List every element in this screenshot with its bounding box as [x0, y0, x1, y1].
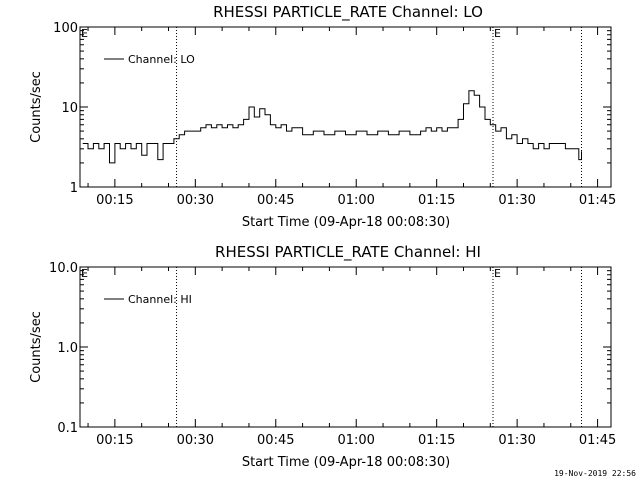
- y-tick-label: 1: [70, 181, 78, 196]
- x-tick-label: 01:15: [418, 433, 455, 448]
- y-tick-label: 10: [61, 101, 78, 116]
- panel-lo-frame: [79, 26, 612, 188]
- panel-lo-legend: Channel: LO: [104, 53, 195, 66]
- panel-lo-x-ticks: 00:15 00:30 00:45 01:00 01:15 01:30 01:45: [87, 27, 616, 208]
- event-marker-label: E: [81, 27, 88, 40]
- x-tick-label: 01:30: [498, 433, 535, 448]
- event-marker-label: E: [494, 27, 501, 40]
- panel-hi-y-ticks: 0.1 1.0 10.0: [49, 261, 611, 436]
- x-tick-label: 00:15: [96, 193, 133, 208]
- panel-hi-title: RHESSI PARTICLE_RATE Channel: HI: [215, 243, 481, 262]
- x-tick-label: 01:45: [579, 433, 616, 448]
- x-tick-label: 01:00: [337, 193, 374, 208]
- event-marker-label: E: [81, 267, 88, 280]
- y-tick-label: 10.0: [49, 261, 78, 276]
- panel-lo-y-ticks: 1 10 100: [53, 21, 611, 196]
- y-tick-label: 0.1: [57, 421, 78, 436]
- x-tick-label: 01:45: [579, 193, 616, 208]
- panel-lo-ylabel: Counts/sec: [29, 71, 44, 143]
- x-tick-label: 01:00: [337, 433, 374, 448]
- series-line-lo: [82, 90, 582, 164]
- panel-hi-ylabel: Counts/sec: [29, 311, 44, 383]
- panel-hi-legend: Channel: HI: [104, 293, 192, 306]
- x-tick-label: 01:15: [418, 193, 455, 208]
- footer-timestamp: 19-Nov-2019 22:56: [554, 469, 636, 478]
- legend-hi-label: Channel: HI: [128, 293, 192, 306]
- event-marker-label: E: [494, 267, 501, 280]
- x-tick-label: 00:45: [257, 433, 294, 448]
- panel-hi-x-ticks: 00:15 00:30 00:45 01:00 01:15 01:30 01:45: [87, 267, 616, 448]
- panel-lo-series: [82, 90, 582, 164]
- y-tick-label: 100: [53, 21, 78, 36]
- panel-hi-xlabel: Start Time (09-Apr-18 00:08:30): [242, 455, 450, 470]
- x-tick-label: 00:30: [177, 433, 214, 448]
- x-tick-label: 00:45: [257, 193, 294, 208]
- x-tick-label: 00:15: [96, 433, 133, 448]
- panel-lo-xlabel: Start Time (09-Apr-18 00:08:30): [242, 215, 450, 230]
- panel-lo-title: RHESSI PARTICLE_RATE Channel: LO: [213, 3, 483, 22]
- legend-lo-label: Channel: LO: [128, 53, 195, 66]
- panel-hi-frame: [79, 266, 612, 428]
- y-tick-label: 1.0: [57, 341, 78, 356]
- x-tick-label: 01:30: [498, 193, 535, 208]
- x-tick-label: 00:30: [177, 193, 214, 208]
